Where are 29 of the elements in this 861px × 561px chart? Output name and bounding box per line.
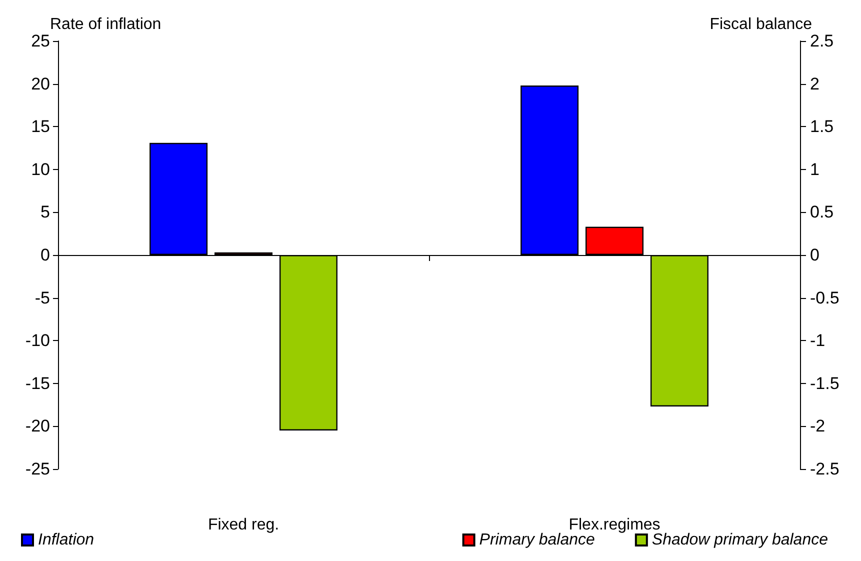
y2-tick-label: -2.5 xyxy=(810,460,840,478)
y2-tick-label: 0.5 xyxy=(810,202,834,222)
y2-tick-label: 0 xyxy=(810,246,820,264)
legend-label: Inflation xyxy=(38,532,94,548)
legend-label: Shadow primary balance xyxy=(652,532,828,548)
y-tick-label: -15 xyxy=(25,374,50,393)
y-axis-title: Rate of inflation xyxy=(50,16,162,34)
y-tick-label: 15 xyxy=(31,117,50,136)
y-tick-label: -20 xyxy=(25,416,50,436)
y2-tick-label: 1 xyxy=(810,160,820,179)
y-tick-label: -10 xyxy=(25,331,50,350)
y2-tick-label: -1.5 xyxy=(810,374,840,393)
legend-label: Primary balance xyxy=(479,532,596,548)
y-tick-label: 10 xyxy=(31,160,50,179)
y2-tick-label: 2.5 xyxy=(810,32,834,50)
y-tick-label: -5 xyxy=(34,288,50,308)
y-tick-label: -25 xyxy=(25,460,50,478)
y2-tick-label: -2 xyxy=(810,416,826,436)
x-tick-label: Flex.regimes xyxy=(568,516,660,534)
y2-tick-label: 1.5 xyxy=(810,117,834,136)
y2-tick-label: 2 xyxy=(810,74,820,94)
y2-tick-label: -0.5 xyxy=(810,288,840,308)
y-tick-label: 5 xyxy=(40,202,50,222)
y-tick-label: 0 xyxy=(40,246,50,264)
y-tick-label: 20 xyxy=(31,74,50,94)
y2-axis-title: Fiscal balance xyxy=(710,16,812,34)
y-tick-label: 25 xyxy=(31,32,50,50)
y2-tick-label: -1 xyxy=(810,331,826,350)
x-tick-label: Fixed reg. xyxy=(208,516,280,534)
